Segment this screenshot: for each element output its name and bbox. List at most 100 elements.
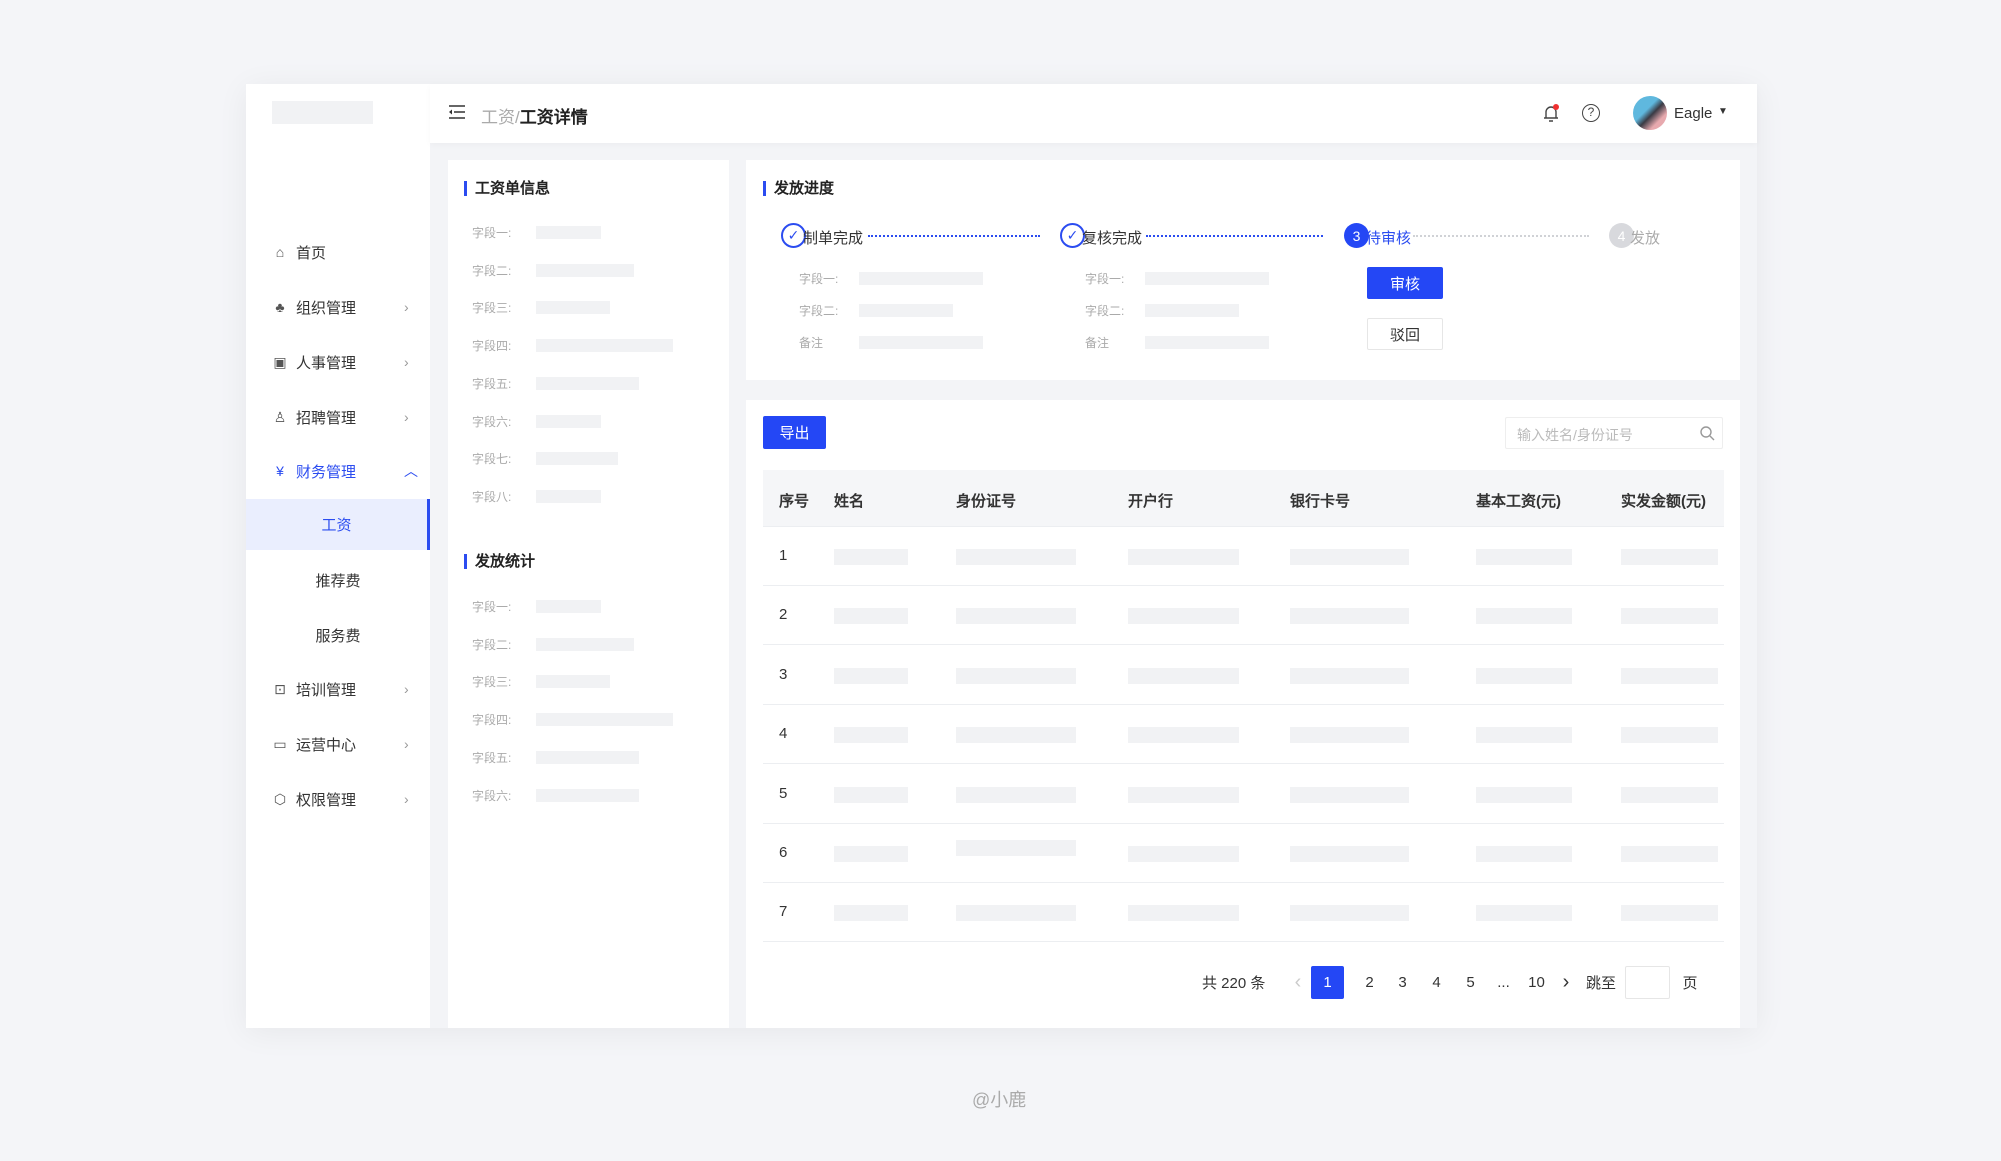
personnel-icon: ▣ — [273, 354, 287, 370]
field-label: 字段五: — [472, 376, 512, 391]
bell-icon[interactable] — [1542, 104, 1560, 129]
table-row[interactable]: 7 — [763, 883, 1724, 943]
column-header[interactable]: 姓名 — [834, 493, 865, 510]
sidebar-item-label: 培训管理 — [296, 681, 357, 699]
cell-placeholder — [1128, 667, 1239, 684]
table-row[interactable]: 5 — [763, 765, 1724, 824]
field-label: 字段五: — [472, 750, 512, 765]
column-header[interactable]: 开户行 — [1128, 493, 1174, 510]
page-5[interactable]: 5 — [1466, 974, 1475, 991]
step-label-4: 发放 — [1630, 230, 1661, 247]
table-row[interactable]: 6 — [763, 824, 1724, 883]
table-row[interactable]: 4 — [763, 705, 1724, 765]
step-field-label: 备注 — [1085, 336, 1110, 350]
sidebar-item-label: 组织管理 — [296, 299, 357, 317]
footer-credit: @小鹿 — [972, 1090, 1027, 1110]
caret-down-icon[interactable]: ▼ — [1718, 106, 1728, 117]
field-value-placeholder — [536, 263, 634, 277]
cell-placeholder — [1128, 786, 1239, 803]
cell-placeholder — [956, 786, 1076, 803]
jump-page-input[interactable] — [1625, 966, 1670, 999]
sidebar-item-10[interactable]: ⬡ 权限管理 › — [246, 779, 430, 819]
sidebar-item-1[interactable]: ♣ 组织管理 › — [246, 287, 430, 327]
field-value-placeholder — [536, 301, 610, 315]
cell-placeholder — [1290, 608, 1409, 625]
sidebar-subitem-5[interactable]: 工资 — [246, 499, 430, 550]
page-2[interactable]: 2 — [1365, 974, 1374, 991]
user-name[interactable]: Eagle — [1674, 105, 1713, 122]
page-1[interactable]: 1 — [1311, 966, 1344, 999]
breadcrumb-parent[interactable]: 工资 — [481, 108, 515, 127]
step-field-label: 字段二: — [1085, 304, 1125, 318]
page-...[interactable]: ... — [1497, 974, 1510, 991]
field-label: 字段一: — [472, 226, 512, 240]
step-field-placeholder — [1145, 304, 1239, 317]
cell-placeholder — [1476, 786, 1572, 803]
sidebar-item-8[interactable]: ⊡ 培训管理 › — [246, 669, 430, 709]
field-label: 字段四: — [472, 713, 512, 728]
column-header[interactable]: 序号 — [779, 493, 810, 510]
step-field-placeholder — [859, 272, 983, 285]
permission-icon: ⬡ — [273, 791, 287, 807]
sidebar-item-9[interactable]: ▭ 运营中心 › — [246, 724, 430, 764]
table-row[interactable]: 2 — [763, 586, 1724, 646]
cell-placeholder — [834, 846, 908, 862]
step-field-placeholder — [859, 304, 953, 317]
sidebar-item-2[interactable]: ▣ 人事管理 › — [246, 342, 430, 382]
home-icon: ⌂ — [275, 244, 285, 260]
table-row[interactable]: 3 — [763, 646, 1724, 705]
field-label: 字段四: — [472, 339, 512, 354]
cell-placeholder — [956, 549, 1076, 565]
cell-placeholder — [1621, 727, 1718, 744]
sidebar-item-label: 人事管理 — [296, 354, 357, 372]
column-header[interactable]: 身份证号 — [956, 493, 1017, 510]
step-field-placeholder — [1145, 336, 1269, 349]
sidebar-item-3[interactable]: ♙ 招聘管理 › — [246, 397, 430, 437]
cell-placeholder — [1290, 549, 1409, 565]
step-label-1: 制单完成 — [803, 230, 864, 247]
step-connector — [1146, 235, 1323, 237]
chevron-right-icon: › — [404, 409, 409, 425]
menu-fold-icon[interactable] — [448, 104, 466, 120]
search-icon[interactable] — [1699, 425, 1715, 441]
cell-placeholder — [1290, 786, 1409, 803]
cell-placeholder — [1476, 846, 1572, 862]
page-3[interactable]: 3 — [1398, 974, 1407, 991]
step-field-label: 字段一: — [1085, 272, 1125, 286]
sidebar-subitem-6[interactable]: 推荐费 — [315, 573, 361, 590]
field-value-placeholder — [536, 713, 673, 727]
field-label: 字段二: — [472, 263, 512, 278]
next-page-icon[interactable]: › — [1562, 971, 1570, 993]
sidebar-item-4[interactable]: ¥ 财务管理 ︿ — [246, 451, 430, 491]
cell-placeholder — [956, 667, 1076, 684]
prev-page-icon[interactable]: ‹ — [1294, 971, 1302, 993]
approve-button[interactable]: 审核 — [1367, 267, 1443, 299]
cell-placeholder — [1621, 905, 1718, 922]
cell-placeholder — [834, 905, 908, 922]
page-4[interactable]: 4 — [1432, 974, 1441, 991]
column-header[interactable]: 基本工资(元) — [1476, 493, 1561, 510]
avatar[interactable] — [1633, 96, 1667, 130]
search-input[interactable]: 输入姓名/身份证号 — [1505, 417, 1723, 449]
field-label: 字段八: — [472, 489, 512, 504]
help-icon[interactable]: ? — [1582, 104, 1600, 122]
column-header[interactable]: 实发金额(元) — [1621, 493, 1706, 510]
field-label: 字段一: — [472, 600, 512, 614]
table-row[interactable]: 1 — [763, 527, 1724, 586]
column-header[interactable]: 银行卡号 — [1290, 493, 1351, 510]
row-index: 2 — [779, 606, 788, 624]
sidebar-item-0[interactable]: ⌂ 首页 — [246, 232, 430, 272]
reject-button[interactable]: 驳回 — [1367, 318, 1443, 350]
cell-placeholder — [956, 905, 1076, 922]
field-label: 字段七: — [472, 452, 512, 467]
sidebar-subitem-7[interactable]: 服务费 — [315, 628, 361, 645]
chevron-right-icon: › — [404, 681, 409, 697]
sidebar-item-label: 权限管理 — [296, 791, 357, 809]
page-10[interactable]: 10 — [1528, 974, 1545, 991]
chevron-right-icon: › — [404, 736, 409, 752]
cell-placeholder — [1621, 608, 1718, 625]
cell-placeholder — [1290, 905, 1409, 922]
field-value-placeholder — [536, 452, 618, 466]
export-button[interactable]: 导出 — [763, 416, 826, 449]
top-header: 工资/工资详情 ? Eagle ▼ — [430, 84, 1757, 143]
